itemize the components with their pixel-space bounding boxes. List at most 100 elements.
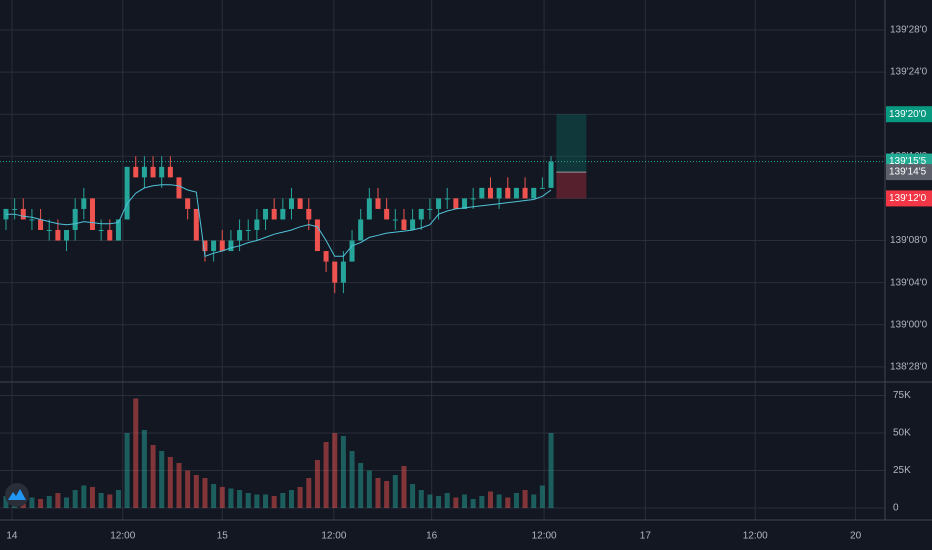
candle-body <box>513 187 519 199</box>
volume-bar <box>462 494 468 508</box>
volume-bar <box>410 483 416 508</box>
candle-body <box>211 240 217 252</box>
volume-bar <box>141 429 147 508</box>
candle-body <box>124 166 130 220</box>
volume-bar <box>427 494 433 508</box>
candle-body <box>487 187 493 199</box>
candle-body <box>193 208 199 241</box>
candle-body <box>505 187 511 199</box>
candle-body <box>245 229 251 231</box>
candle-body <box>340 261 346 283</box>
candle-body <box>436 198 442 209</box>
volume-bar <box>340 435 346 508</box>
volume-pane <box>3 398 554 508</box>
candle-body <box>384 208 390 220</box>
volume-bar <box>81 485 87 508</box>
y-tick-label: 139'04'0 <box>890 277 928 288</box>
logo[interactable] <box>5 483 29 507</box>
volume-bar <box>271 495 277 508</box>
price-label-box <box>886 106 932 123</box>
volume-bar <box>64 497 70 508</box>
price-label: 139'15'5 <box>889 156 927 167</box>
volume-bar <box>444 492 450 508</box>
candle-body <box>55 229 61 241</box>
y-tick-label: 139'00'0 <box>890 319 928 330</box>
volume-bar <box>531 494 537 508</box>
volume-bar <box>366 470 372 508</box>
volume-bar <box>314 459 320 508</box>
x-tick-label: 12:00 <box>110 531 135 542</box>
candle-body <box>470 198 476 200</box>
volume-bar <box>107 494 113 508</box>
candle-body <box>375 198 381 209</box>
candle-body <box>410 219 416 230</box>
candle-body <box>314 219 320 252</box>
volume-bar <box>297 486 303 508</box>
candle-body <box>271 208 277 220</box>
candle-body <box>332 261 338 283</box>
volume-bar <box>176 462 182 508</box>
volume-bar <box>392 474 398 508</box>
axes: 14 12:00 15 12:00 16 12:00 17 12:00 20 138'28'0 13… <box>6 25 932 542</box>
price-pane <box>3 156 554 294</box>
volume-bar <box>323 441 329 508</box>
candle-body <box>297 198 303 209</box>
volume-bar <box>263 494 269 508</box>
candle-body <box>496 187 502 199</box>
volume-bar <box>167 456 173 508</box>
candle-body <box>444 198 450 200</box>
candle-body <box>228 240 234 252</box>
x-tick-label: 12:00 <box>532 531 557 542</box>
volume-bar <box>375 477 381 508</box>
candle-body <box>115 219 121 241</box>
volume-bar <box>228 488 234 508</box>
candle-body <box>107 229 113 241</box>
candle-body <box>462 198 468 209</box>
volume-bar <box>29 497 35 508</box>
candle-body <box>531 187 537 199</box>
candle-body <box>522 187 528 199</box>
price-label-box <box>886 164 932 181</box>
candle-body <box>254 219 260 230</box>
volume-bar <box>453 497 459 508</box>
volume-bar <box>548 432 554 508</box>
candle-body <box>46 229 52 231</box>
volume-bar <box>150 444 156 508</box>
candle-body <box>418 208 424 220</box>
candle-body <box>548 161 554 188</box>
y-tick-label: 0 <box>893 503 899 514</box>
candle-body <box>539 187 545 189</box>
volume-bar <box>55 492 61 508</box>
volume-bar <box>358 462 364 508</box>
volume-bar <box>124 432 130 508</box>
stop-zone <box>556 172 587 199</box>
y-tick-label: 139'24'0 <box>890 67 928 78</box>
volume-bar <box>46 495 52 508</box>
candle-body <box>133 166 139 178</box>
volume-bar <box>115 489 121 508</box>
volume-bar <box>418 489 424 508</box>
volume-bar <box>306 477 312 508</box>
logo-icon[interactable] <box>8 489 26 500</box>
y-tick-label: 139'28'0 <box>890 25 928 36</box>
y-tick-label: 75K <box>893 390 911 401</box>
candle-body <box>202 240 208 252</box>
candle-body <box>237 229 243 241</box>
volume-bar <box>72 489 78 508</box>
candle-body <box>263 208 269 220</box>
x-tick-label: 14 <box>6 531 18 542</box>
candle-body <box>185 198 191 209</box>
position-tool <box>0 114 885 199</box>
y-tick-label: 50K <box>893 428 911 439</box>
volume-bar <box>219 486 225 508</box>
price-label: 139'20'0 <box>889 109 927 120</box>
x-tick-label: 12:00 <box>321 531 346 542</box>
volume-bar <box>349 450 355 508</box>
volume-bar <box>159 450 165 508</box>
volume-bar <box>193 474 199 508</box>
volume-bar <box>254 494 260 508</box>
candle-body <box>89 198 95 230</box>
volume-bar <box>487 491 493 508</box>
